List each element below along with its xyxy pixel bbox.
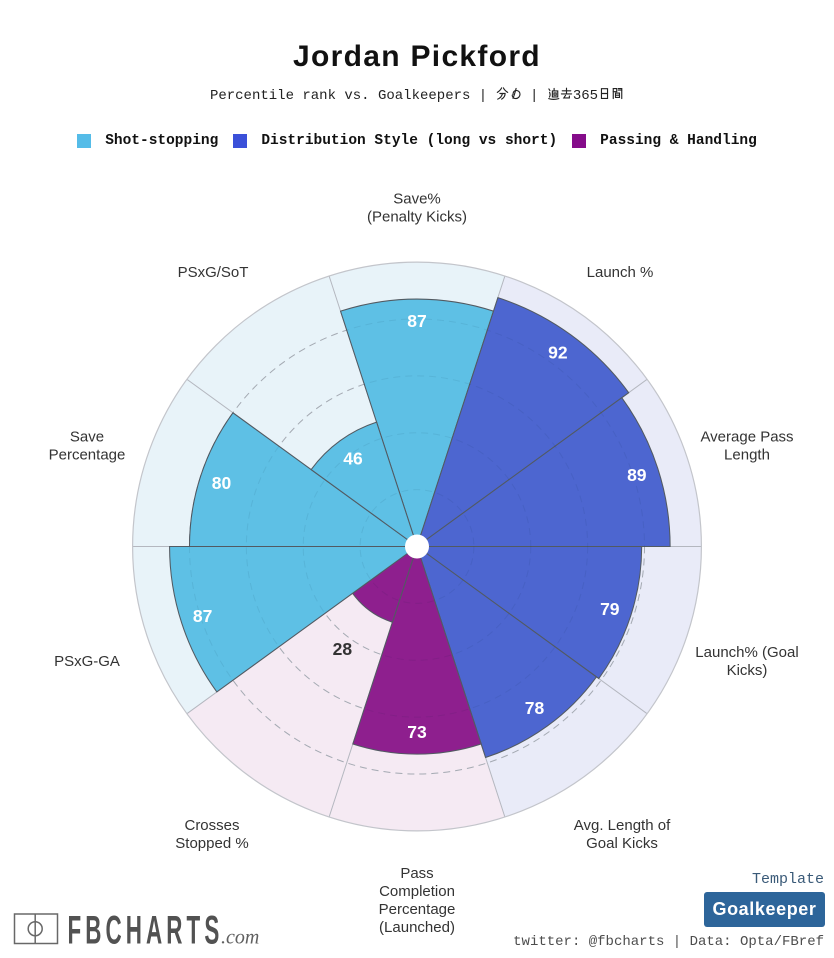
svg-text:89: 89 bbox=[627, 465, 647, 485]
svg-text:46: 46 bbox=[343, 449, 363, 469]
svg-text:.com: .com bbox=[221, 927, 259, 949]
svg-text:73: 73 bbox=[407, 722, 427, 742]
svg-text:87: 87 bbox=[193, 606, 212, 626]
svg-text:79: 79 bbox=[600, 599, 620, 619]
svg-text:Launch %: Launch % bbox=[587, 264, 654, 281]
svg-text:FBCHARTS: FBCHARTS bbox=[68, 908, 224, 952]
svg-text:PSxG/SoT: PSxG/SoT bbox=[178, 264, 249, 281]
svg-text:92: 92 bbox=[548, 343, 568, 363]
svg-text:PSxG-GA: PSxG-GA bbox=[54, 653, 120, 670]
svg-text:28: 28 bbox=[333, 639, 353, 659]
svg-text:78: 78 bbox=[525, 698, 545, 718]
svg-text:Save%(Penalty Kicks): Save% (Penalty Kicks) bbox=[367, 191, 467, 226]
svg-text:87: 87 bbox=[407, 311, 426, 331]
svg-text:80: 80 bbox=[212, 473, 232, 493]
